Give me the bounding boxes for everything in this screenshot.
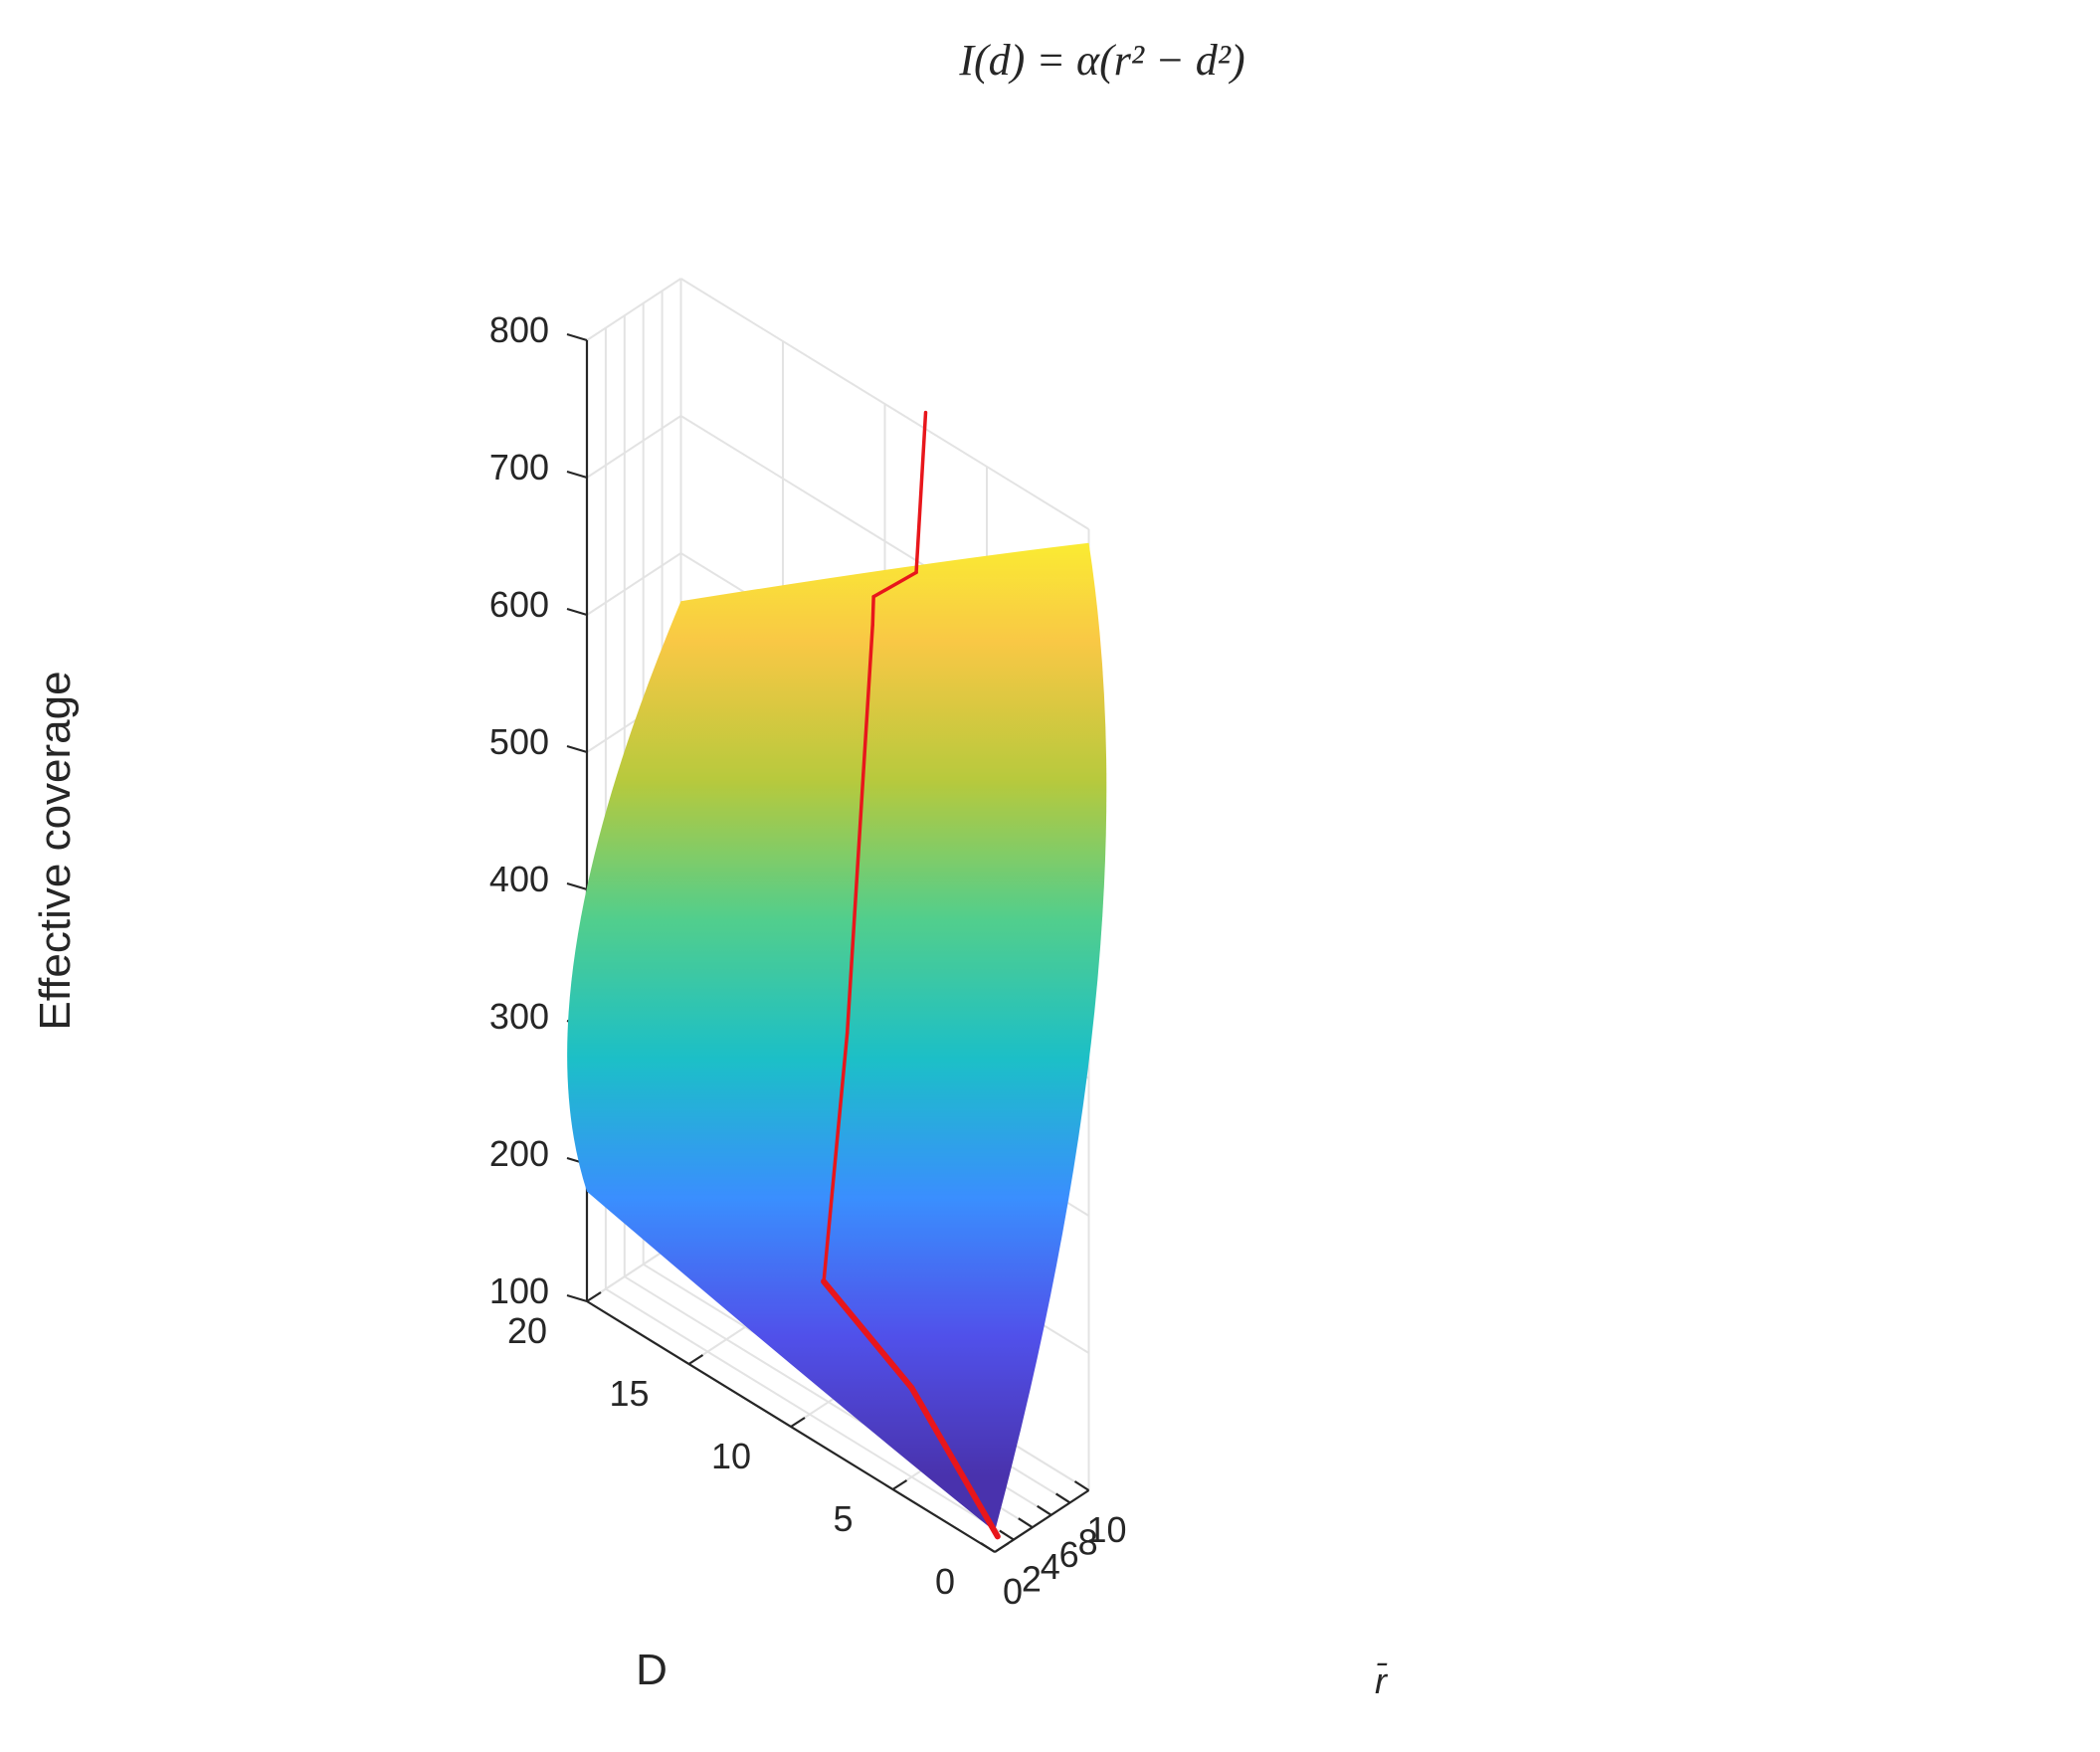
z-tick-mark (566, 881, 588, 891)
red-path-segment (870, 594, 875, 627)
red-path-segment (821, 1278, 915, 1391)
y-axis-label: D (636, 1646, 668, 1694)
z-tick-label: 100 (489, 1270, 549, 1311)
y-tick-label: 5 (833, 1498, 853, 1539)
z-tick-label: 500 (489, 721, 549, 762)
z-axis-label: Effective coverage (31, 671, 80, 1030)
z-tick-label: 700 (489, 447, 549, 487)
grid-line (679, 278, 1090, 530)
y-tick-label: 10 (711, 1436, 751, 1476)
red-path-segment (914, 410, 928, 575)
grid-line (586, 415, 682, 479)
y-tick-mark (586, 1291, 602, 1302)
red-path-segment (845, 773, 865, 1035)
z-tick-label: 800 (489, 309, 549, 350)
z-tick-label: 600 (489, 584, 549, 625)
x-tick-label: 2 (1022, 1559, 1042, 1600)
x-tick-label: 8 (1078, 1521, 1098, 1562)
x-tick-mark (980, 1542, 996, 1553)
grid-line (586, 552, 682, 616)
z-tick-mark (566, 607, 588, 617)
red-path-segment (861, 623, 874, 777)
z-tick-mark (566, 1293, 588, 1303)
y-tick-label: 15 (609, 1373, 649, 1414)
y-tick-mark (891, 1479, 908, 1490)
x-tick-label: 4 (1041, 1546, 1060, 1587)
y-tick-mark (994, 1542, 1010, 1553)
y-tick-label: 0 (935, 1561, 955, 1602)
surface-patch (567, 542, 1107, 1532)
red-path-layer (821, 410, 1001, 1540)
x-tick-mark (1055, 1492, 1071, 1504)
x-tick-label: 6 (1059, 1534, 1079, 1575)
z-tick-label: 300 (489, 996, 549, 1037)
surface-sheen (567, 542, 1107, 1532)
x-tick-mark (1037, 1504, 1052, 1516)
x-tick-mark (1018, 1517, 1034, 1529)
z-tick-mark (566, 332, 588, 342)
x-tick-label: 10 (1086, 1509, 1126, 1550)
coverage-surface (567, 542, 1107, 1532)
x-axis-label: r̄ (1375, 1660, 1389, 1701)
x-axis-line (994, 1489, 1090, 1553)
z-tick-label: 200 (489, 1133, 549, 1174)
x-tick-mark (1073, 1480, 1090, 1491)
chart-title: I(d) = α(r² − d²) (958, 36, 1244, 85)
red-path-segment (908, 1384, 1001, 1540)
x-tick-label: 0 (1003, 1571, 1023, 1612)
red-path-segment (822, 1031, 850, 1283)
y-tick-label: 20 (507, 1310, 547, 1351)
y-tick-mark (790, 1417, 806, 1428)
z-tick-label: 400 (489, 859, 549, 899)
z-tick-mark (566, 470, 588, 480)
x-tick-mark (999, 1529, 1015, 1541)
grid-line (586, 278, 682, 341)
y-tick-mark (687, 1354, 704, 1365)
z-tick-mark (566, 744, 588, 754)
red-path-segment (871, 570, 918, 599)
